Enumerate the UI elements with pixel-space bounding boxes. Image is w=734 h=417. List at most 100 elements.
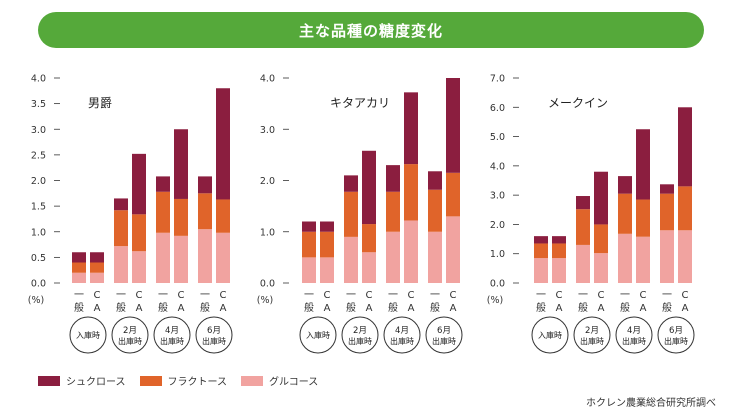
x-label-bottom: 般 [536,301,546,314]
bar-segment-fructose [216,199,230,233]
group-label-month: 2月 [585,326,599,336]
x-label-top: 一 [304,290,314,301]
y-tick-label: 3.0 [490,191,505,202]
bar-segment-glucose [114,246,128,283]
bar-segment-fructose [320,231,334,258]
x-label-bottom: 般 [304,301,314,314]
group-circle [383,316,421,354]
bar-segment-fructose [636,199,650,237]
bar-segment-glucose [678,230,692,283]
x-label-top: 一 [200,290,210,301]
bar-segment-fructose [114,210,128,247]
x-label-bottom: 般 [74,301,84,314]
bar-segment-glucose [302,257,316,283]
group-label-month: 6月 [669,326,683,336]
bar-segment-sucrose [362,150,376,225]
bar-segment-glucose [636,236,650,283]
unit-label: (%) [257,295,273,306]
bar-segment-glucose [344,236,358,283]
group-label: 入庫時 [76,330,100,340]
charts-area: 0.00.51.01.52.02.53.03.54.0(%)男爵一般CA入庫時一… [28,74,695,354]
bar-segment-sucrose [344,175,358,192]
group-label-stage: 出庫時 [580,336,604,346]
y-tick-label: 4.0 [490,161,505,172]
bar-segment-sucrose [132,153,146,215]
legend: シュクロース フラクトース グルコース [38,373,318,388]
bar-segment-glucose [428,231,442,283]
y-tick-label: 1.0 [31,227,46,238]
group-circle [341,316,379,354]
bar-segment-sucrose [156,176,170,192]
bar-segment-fructose [428,189,442,232]
bar-segment-fructose [386,191,400,232]
bar-segment-sucrose [198,176,212,194]
legend-item-sucrose: シュクロース [38,373,126,388]
bar-segment-fructose [552,243,566,259]
group-circle [425,316,463,354]
x-label-top: 一 [116,290,126,301]
legend-label-fructose: フラクトース [167,377,228,388]
bar-segment-fructose [576,209,590,245]
y-tick-label: 2.0 [31,176,46,187]
bar-segment-sucrose [90,252,104,263]
group-circle [657,316,695,354]
y-tick-label: 1.5 [31,202,46,213]
bar-segment-fructose [132,214,146,252]
bar-segment-glucose [362,252,376,283]
bar-segment-glucose [132,251,146,283]
bar-segment-sucrose [174,129,188,199]
x-label-top: 一 [430,290,440,301]
bar-segment-glucose [404,220,418,283]
page-title: 主な品種の糖度変化 [298,21,443,40]
bar-segment-glucose [90,272,104,283]
bar-segment-fructose [678,186,692,231]
legend-item-fructose: フラクトース [139,373,228,388]
x-label-bottom: 般 [388,301,398,314]
group-label-month: 4月 [395,326,409,336]
group-circle [153,316,191,354]
x-label-bottom: A [556,303,563,314]
x-label-top: C [556,290,563,301]
legend-label-glucose: グルコース [269,377,319,388]
x-label-bottom: 般 [346,301,356,314]
group-label-month: 4月 [627,326,641,336]
x-label-bottom: A [220,303,227,314]
group-label-stage: 出庫時 [664,336,688,346]
legend-swatch-fructose [139,375,162,386]
group-label-stage: 出庫時 [348,336,372,346]
unit-label: (%) [28,295,44,306]
bar-segment-sucrose [386,165,400,192]
bar-segment-sucrose [618,176,632,194]
x-label-top: 一 [158,290,168,301]
x-label-top: 一 [578,290,588,301]
bar-segment-glucose [320,257,334,283]
bar-segment-glucose [594,253,608,283]
bar-segment-fructose [362,224,376,253]
bar-segment-glucose [576,244,590,283]
bar-segment-fructose [302,231,316,258]
y-tick-label: 6.0 [490,103,505,114]
bar-segment-sucrose [428,171,442,190]
bar-segment-fructose [90,262,104,273]
x-label-top: C [682,290,689,301]
y-tick-label: 0.0 [31,279,46,290]
bar-segment-fructose [618,193,632,234]
y-tick-label: 0.5 [31,253,46,264]
x-label-top: C [366,290,373,301]
group-circle [195,316,233,354]
group-circle [531,316,569,354]
x-label-top: C [408,290,415,301]
group-label-month: 2月 [353,326,367,336]
bar-segment-glucose [446,216,460,283]
bar-segment-fructose [660,193,674,231]
bar-segment-fructose [446,172,460,217]
bar-segment-sucrose [636,129,650,200]
x-label-bottom: A [366,303,373,314]
x-label-bottom: 般 [662,301,672,314]
title-banner: 主な品種の糖度変化 [38,12,704,48]
x-label-top: C [450,290,457,301]
bar-segment-glucose [174,235,188,283]
bar-segment-fructose [344,191,358,237]
x-label-top: C [598,290,605,301]
x-label-bottom: A [640,303,647,314]
